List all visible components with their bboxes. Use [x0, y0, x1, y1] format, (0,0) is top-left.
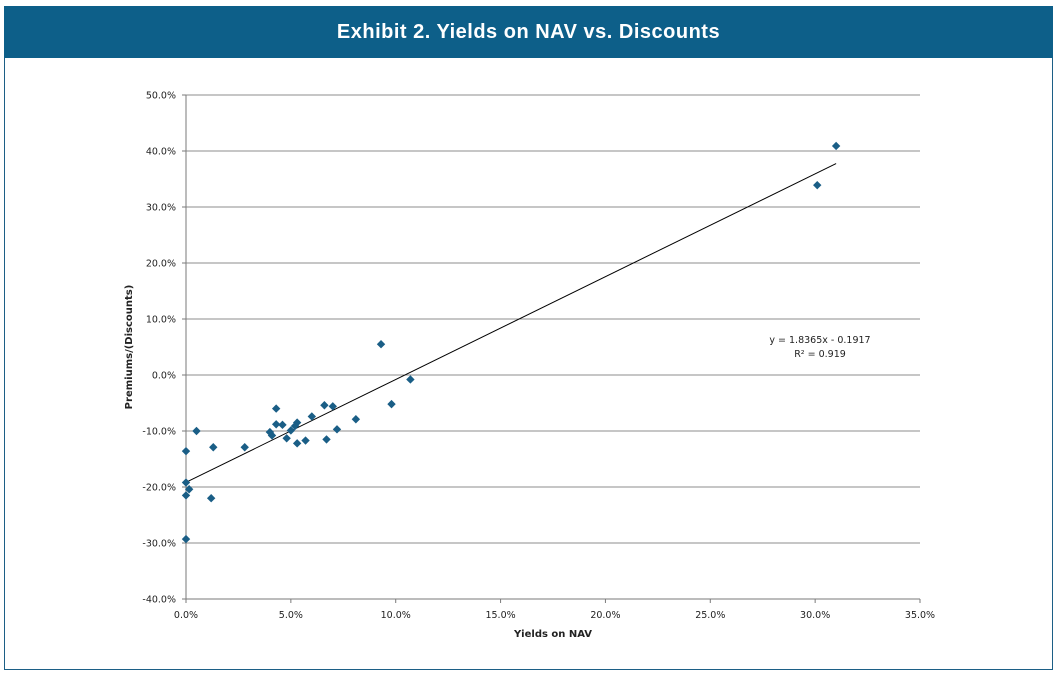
data-point: [265, 427, 275, 437]
data-point: [181, 534, 191, 544]
y-tick-label: 30.0%: [146, 203, 176, 214]
y-tick-label: 20.0%: [146, 259, 176, 270]
data-point: [406, 375, 415, 384]
data-point: [184, 485, 194, 494]
data-point: [278, 420, 287, 430]
y-axis-label: Premiums/(Discounts): [124, 285, 135, 410]
x-tick-label: 5.0%: [279, 610, 303, 621]
data-point: [376, 340, 386, 349]
tick-labels: 50.0% 40.0% 30.0% 20.0% 10.0% 0.0% -10.0% -20.0…: [142, 91, 935, 622]
trendline-equation: y = 1.8365x - 0.1917: [769, 335, 870, 346]
y-tick-label: 0.0%: [152, 371, 176, 382]
data-point: [181, 491, 191, 500]
data-point: [181, 478, 191, 487]
y-tick-label: -40.0%: [142, 595, 176, 606]
x-tick-label: 20.0%: [590, 610, 620, 621]
gridlines: [186, 94, 920, 600]
data-point: [351, 415, 361, 424]
data-point: [813, 180, 822, 190]
x-tick-label: 25.0%: [695, 610, 725, 621]
data-point: [181, 446, 191, 456]
data-point: [282, 434, 291, 443]
x-axis-label: Yields on NAV: [513, 629, 592, 640]
data-point: [240, 443, 249, 452]
y-tick-label: 50.0%: [146, 91, 176, 102]
x-tick-label: 30.0%: [800, 610, 830, 621]
y-tick-label: 40.0%: [146, 147, 176, 158]
axes: [182, 94, 921, 603]
y-tick-label: 10.0%: [146, 315, 176, 326]
data-point: [328, 402, 337, 411]
data-point: [271, 420, 281, 429]
data-point: [192, 426, 201, 436]
data-point: [271, 404, 281, 413]
exhibit-frame: [4, 6, 1053, 670]
data-point: [301, 436, 310, 445]
exhibit-title: Exhibit 2. Yields on NAV vs. Discounts: [4, 6, 1053, 58]
trendline-r-squared: R² = 0.919: [794, 349, 846, 360]
y-tick-label: -30.0%: [142, 539, 176, 550]
data-point: [290, 421, 300, 431]
data-point: [292, 439, 302, 448]
data-point: [206, 494, 216, 503]
x-tick-label: 10.0%: [381, 610, 411, 621]
trendline: [185, 163, 837, 483]
data-point: [307, 412, 317, 421]
data-point: [209, 443, 218, 452]
data-point: [322, 435, 331, 444]
x-tick-label: 15.0%: [485, 610, 515, 621]
trendline-group: [185, 163, 837, 483]
x-tick-label: 35.0%: [905, 610, 935, 621]
x-tick-label: 0.0%: [174, 610, 198, 621]
data-point: [831, 141, 841, 151]
y-tick-label: -20.0%: [142, 483, 176, 494]
data-point: [387, 399, 396, 409]
y-tick-label: -10.0%: [142, 427, 176, 438]
data-point: [320, 401, 329, 410]
data-point: [332, 425, 342, 434]
data-points: [181, 141, 841, 544]
data-point: [286, 426, 296, 435]
